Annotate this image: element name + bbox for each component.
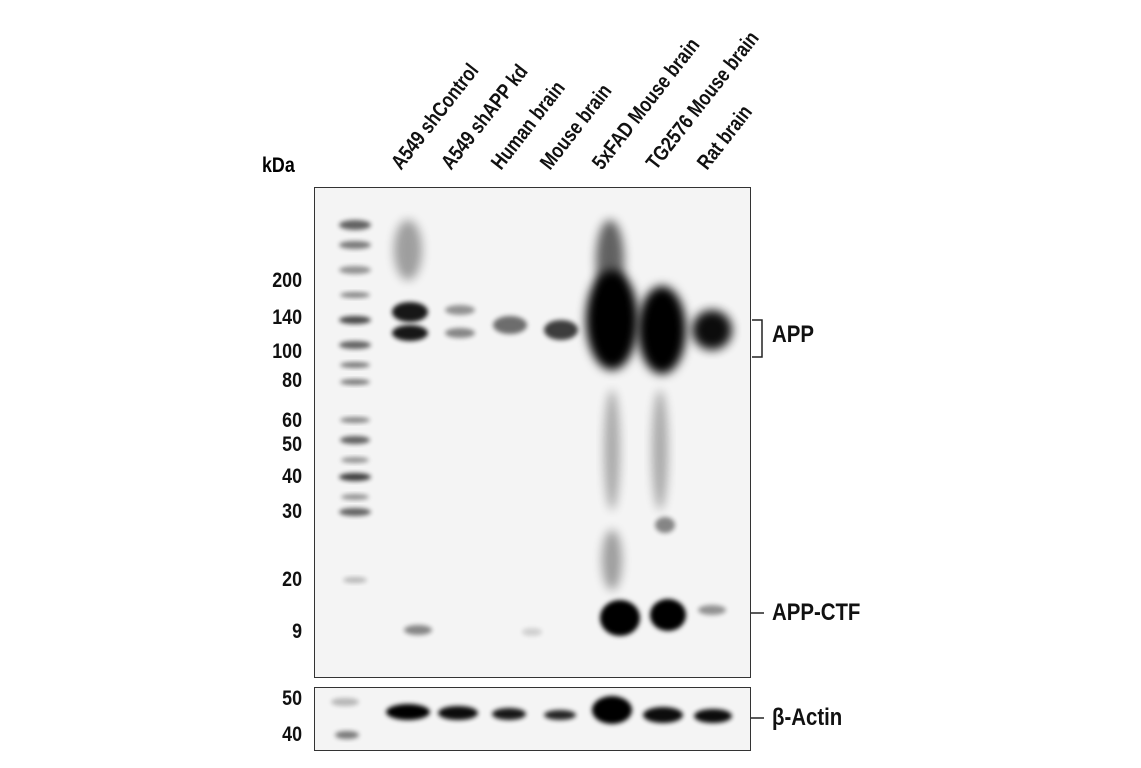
blot-band xyxy=(692,310,732,350)
blot-band xyxy=(602,530,622,590)
blot-band xyxy=(339,266,371,274)
blot-band xyxy=(341,494,369,500)
mw-marker: 100 xyxy=(272,340,302,363)
kda-label: kDa xyxy=(262,154,295,177)
blot-band xyxy=(339,241,371,249)
blot-band xyxy=(340,362,370,368)
blot-band xyxy=(493,316,527,334)
blot-band xyxy=(392,302,428,322)
blot-band xyxy=(340,436,370,444)
blot-band xyxy=(339,341,371,349)
blot-band xyxy=(339,473,371,481)
blot-band xyxy=(392,325,428,341)
blot-band xyxy=(698,605,726,615)
target-label-app-ctf: APP-CTF xyxy=(772,599,861,626)
blot-band xyxy=(340,379,370,385)
blot-band xyxy=(445,305,475,315)
blot-band xyxy=(586,270,638,370)
mw-marker: 60 xyxy=(282,409,302,432)
blot-band xyxy=(343,577,367,583)
app-bracket xyxy=(752,319,763,358)
blot-band xyxy=(643,707,683,723)
blot-band xyxy=(522,628,542,636)
mw-marker: 40 xyxy=(282,465,302,488)
blot-band xyxy=(596,220,624,300)
main-blot-panel xyxy=(314,187,751,678)
blot-band xyxy=(339,220,371,230)
blot-band xyxy=(655,517,675,533)
blot-band xyxy=(438,706,478,720)
blot-band xyxy=(404,625,432,635)
blot-band xyxy=(544,320,578,340)
blot-band xyxy=(492,708,526,720)
blot-band xyxy=(340,292,370,298)
blot-band xyxy=(592,696,632,724)
mw-marker: 9 xyxy=(292,620,302,643)
blot-band xyxy=(600,600,640,636)
blot-band xyxy=(652,390,668,510)
mw-marker: 50 xyxy=(282,687,302,710)
blot-band xyxy=(386,704,430,720)
mw-marker: 140 xyxy=(272,306,302,329)
blot-band xyxy=(335,731,359,739)
target-label-actin: β-Actin xyxy=(772,704,843,731)
mw-marker: 50 xyxy=(282,433,302,456)
blot-band xyxy=(638,286,686,374)
blot-band xyxy=(445,328,475,338)
blot-band xyxy=(341,457,369,463)
blot-band xyxy=(394,220,422,280)
mw-marker: 200 xyxy=(272,269,302,292)
blot-band xyxy=(544,710,576,720)
blot-band xyxy=(604,390,620,510)
mw-marker: 40 xyxy=(282,723,302,746)
mw-marker: 80 xyxy=(282,369,302,392)
mw-marker: 30 xyxy=(282,500,302,523)
blot-band xyxy=(331,698,359,706)
target-label-app: APP xyxy=(772,321,814,348)
blot-band xyxy=(339,316,371,324)
blot-band xyxy=(339,508,371,516)
blot-band xyxy=(650,599,686,631)
blot-band xyxy=(340,417,370,423)
mw-marker: 20 xyxy=(282,568,302,591)
blot-band xyxy=(694,709,732,723)
